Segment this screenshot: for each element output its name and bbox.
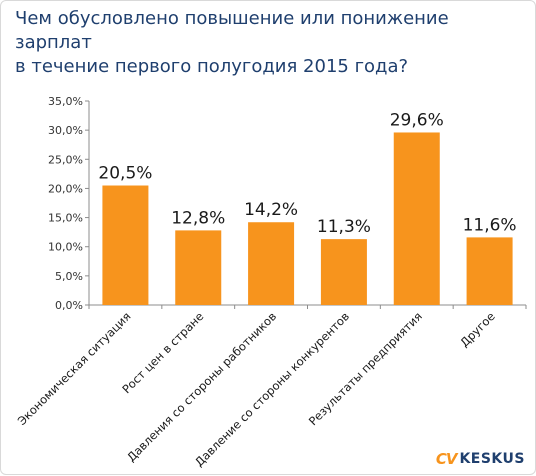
y-tick-label: 35,0%	[48, 95, 83, 108]
y-tick-label: 10,0%	[48, 241, 83, 254]
y-tick-label: 15,0%	[48, 212, 83, 225]
y-tick-label: 30,0%	[48, 124, 83, 137]
data-label: 12,8%	[171, 208, 225, 228]
bar	[393, 132, 440, 305]
bar	[248, 222, 295, 305]
y-tick-label: 25,0%	[48, 153, 83, 166]
data-label: 11,3%	[317, 217, 371, 237]
axes: 0,0% 5,0% 10,0% 15,0% 20,0% 25,0% 30,0% 35,0%	[48, 95, 527, 312]
y-tick-label: 5,0%	[55, 270, 83, 283]
y-tick-label: 0,0%	[55, 299, 83, 312]
category-label: Давления со стороны работников	[124, 309, 279, 464]
category-label: Рост цен в стране	[119, 309, 206, 396]
data-label: 14,2%	[244, 200, 298, 220]
bar	[102, 185, 149, 305]
bar	[320, 239, 367, 305]
data-label: 11,6%	[463, 215, 517, 235]
category-label: Другое	[457, 309, 497, 349]
bars	[102, 132, 513, 305]
chart-title: Чем обусловлено повышение или понижение …	[15, 8, 449, 77]
data-label: 29,6%	[390, 110, 444, 130]
data-labels: 20,5% 12,8% 14,2% 11,3% 29,6% 11,6%	[98, 110, 516, 237]
category-label: Давление со стороны конкурентов	[192, 309, 352, 469]
category-label: Экономическая ситуация	[15, 309, 134, 428]
cv-keskus-logo: CV KESKUS	[436, 450, 525, 468]
bar	[466, 237, 513, 305]
logo-cv-mark: CV	[435, 450, 458, 468]
y-tick-label: 20,0%	[48, 182, 83, 195]
bar	[175, 230, 222, 305]
data-label: 20,5%	[98, 164, 152, 184]
logo-keskus-text: KESKUS	[459, 451, 525, 467]
